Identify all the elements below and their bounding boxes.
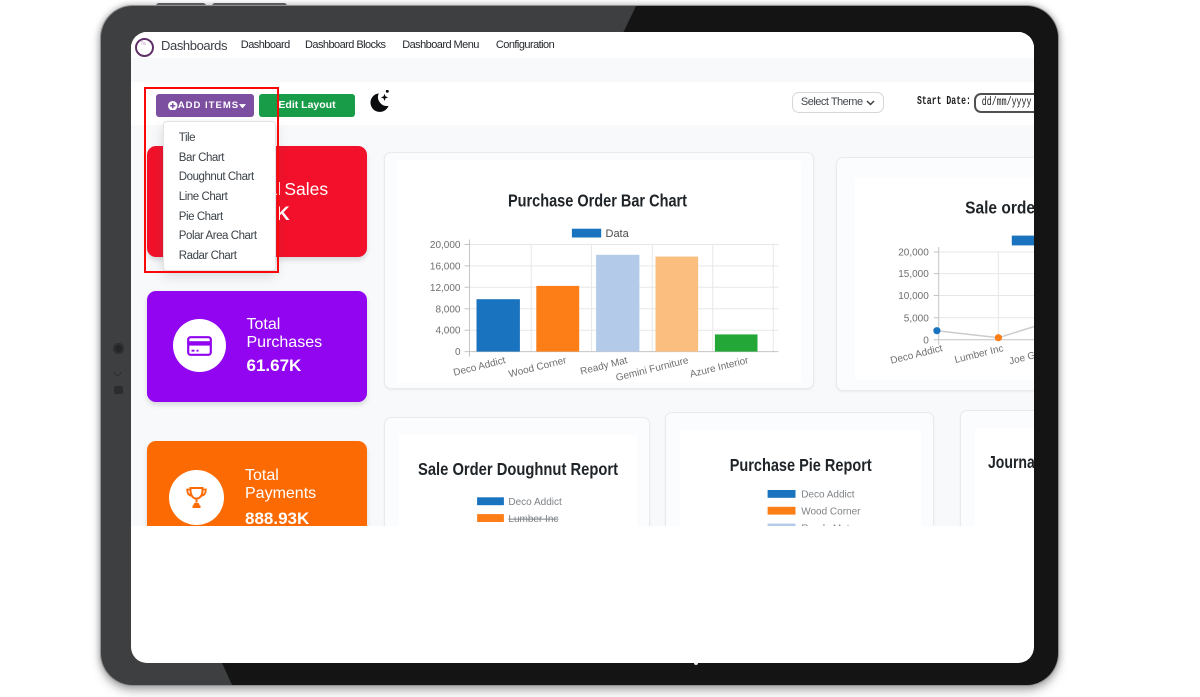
svg-text:20,000: 20,000: [430, 240, 461, 251]
svg-text:0: 0: [923, 335, 929, 346]
svg-text:5,000: 5,000: [903, 313, 928, 324]
svg-text:Sale order Line Chart: Sale order Line Chart: [965, 197, 1034, 217]
svg-text:10,000: 10,000: [898, 291, 929, 302]
svg-text:Data: Data: [606, 228, 630, 240]
svg-text:16,000: 16,000: [430, 261, 461, 272]
svg-text:Deco Addict: Deco Addict: [801, 490, 855, 501]
svg-text:15,000: 15,000: [898, 269, 929, 280]
svg-text:Ready Mat: Ready Mat: [801, 524, 850, 526]
svg-text:0: 0: [455, 347, 461, 358]
svg-text:Sale Order Doughnut Report: Sale Order Doughnut Report: [418, 459, 618, 479]
svg-text:20,000: 20,000: [898, 247, 929, 258]
svg-text:12,000: 12,000: [430, 282, 461, 293]
svg-text:Lumber Inc: Lumber Inc: [508, 513, 558, 524]
svg-text:Purchase Order Bar Chart: Purchase Order Bar Chart: [508, 190, 687, 210]
svg-text:Journal Doughnut Report: Journal Doughnut Report: [988, 452, 1034, 472]
svg-text:8,000: 8,000: [435, 304, 460, 315]
svg-text:4,000: 4,000: [435, 325, 460, 336]
svg-text:Purchase Pie Report: Purchase Pie Report: [729, 455, 871, 475]
svg-text:Deco Addict: Deco Addict: [508, 497, 562, 508]
svg-text:Wood Corner: Wood Corner: [801, 507, 861, 518]
